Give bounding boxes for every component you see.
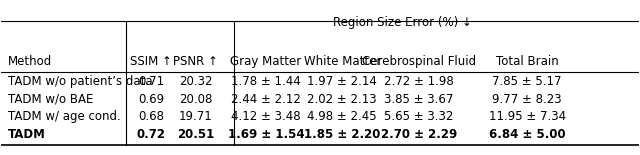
Text: 1.69 ± 1.54: 1.69 ± 1.54 [228, 128, 304, 141]
Text: 2.44 ± 2.12: 2.44 ± 2.12 [231, 93, 301, 106]
Text: 2.70 ± 2.29: 2.70 ± 2.29 [381, 128, 457, 141]
Text: 11.95 ± 7.34: 11.95 ± 7.34 [488, 110, 566, 123]
Text: 6.84 ± 5.00: 6.84 ± 5.00 [489, 128, 565, 141]
Text: Cerebrospinal Fluid: Cerebrospinal Fluid [362, 55, 476, 68]
Text: 1.78 ± 1.44: 1.78 ± 1.44 [231, 75, 301, 88]
Text: 0.72: 0.72 [136, 128, 166, 141]
Text: 0.68: 0.68 [138, 110, 164, 123]
Text: 20.08: 20.08 [179, 93, 212, 106]
Text: TADM w/o BAE: TADM w/o BAE [8, 93, 93, 106]
Text: PSNR ↑: PSNR ↑ [173, 55, 218, 68]
Text: 20.32: 20.32 [179, 75, 212, 88]
Text: 2.02 ± 2.13: 2.02 ± 2.13 [307, 93, 377, 106]
Text: 0.71: 0.71 [138, 75, 164, 88]
Text: 1.97 ± 2.14: 1.97 ± 2.14 [307, 75, 377, 88]
Text: TADM: TADM [8, 128, 45, 141]
Text: TADM w/ age cond.: TADM w/ age cond. [8, 110, 120, 123]
Text: 9.77 ± 8.23: 9.77 ± 8.23 [492, 93, 562, 106]
Text: Method: Method [8, 55, 52, 68]
Text: SSIM ↑: SSIM ↑ [130, 55, 172, 68]
Text: 20.51: 20.51 [177, 128, 214, 141]
Text: Gray Matter: Gray Matter [230, 55, 301, 68]
Text: 1.85 ± 2.20: 1.85 ± 2.20 [304, 128, 381, 141]
Text: 5.65 ± 3.32: 5.65 ± 3.32 [384, 110, 454, 123]
Text: 7.85 ± 5.17: 7.85 ± 5.17 [492, 75, 562, 88]
Text: 0.69: 0.69 [138, 93, 164, 106]
Text: 4.98 ± 2.45: 4.98 ± 2.45 [307, 110, 377, 123]
Text: Region Size Error (%) ↓: Region Size Error (%) ↓ [333, 16, 472, 29]
Text: 2.72 ± 1.98: 2.72 ± 1.98 [384, 75, 454, 88]
Text: 3.85 ± 3.67: 3.85 ± 3.67 [384, 93, 454, 106]
Text: Total Brain: Total Brain [496, 55, 559, 68]
Text: TADM w/o patient’s data: TADM w/o patient’s data [8, 75, 152, 88]
Text: 19.71: 19.71 [179, 110, 212, 123]
Text: 4.12 ± 3.48: 4.12 ± 3.48 [231, 110, 301, 123]
Text: White Matter: White Matter [303, 55, 381, 68]
